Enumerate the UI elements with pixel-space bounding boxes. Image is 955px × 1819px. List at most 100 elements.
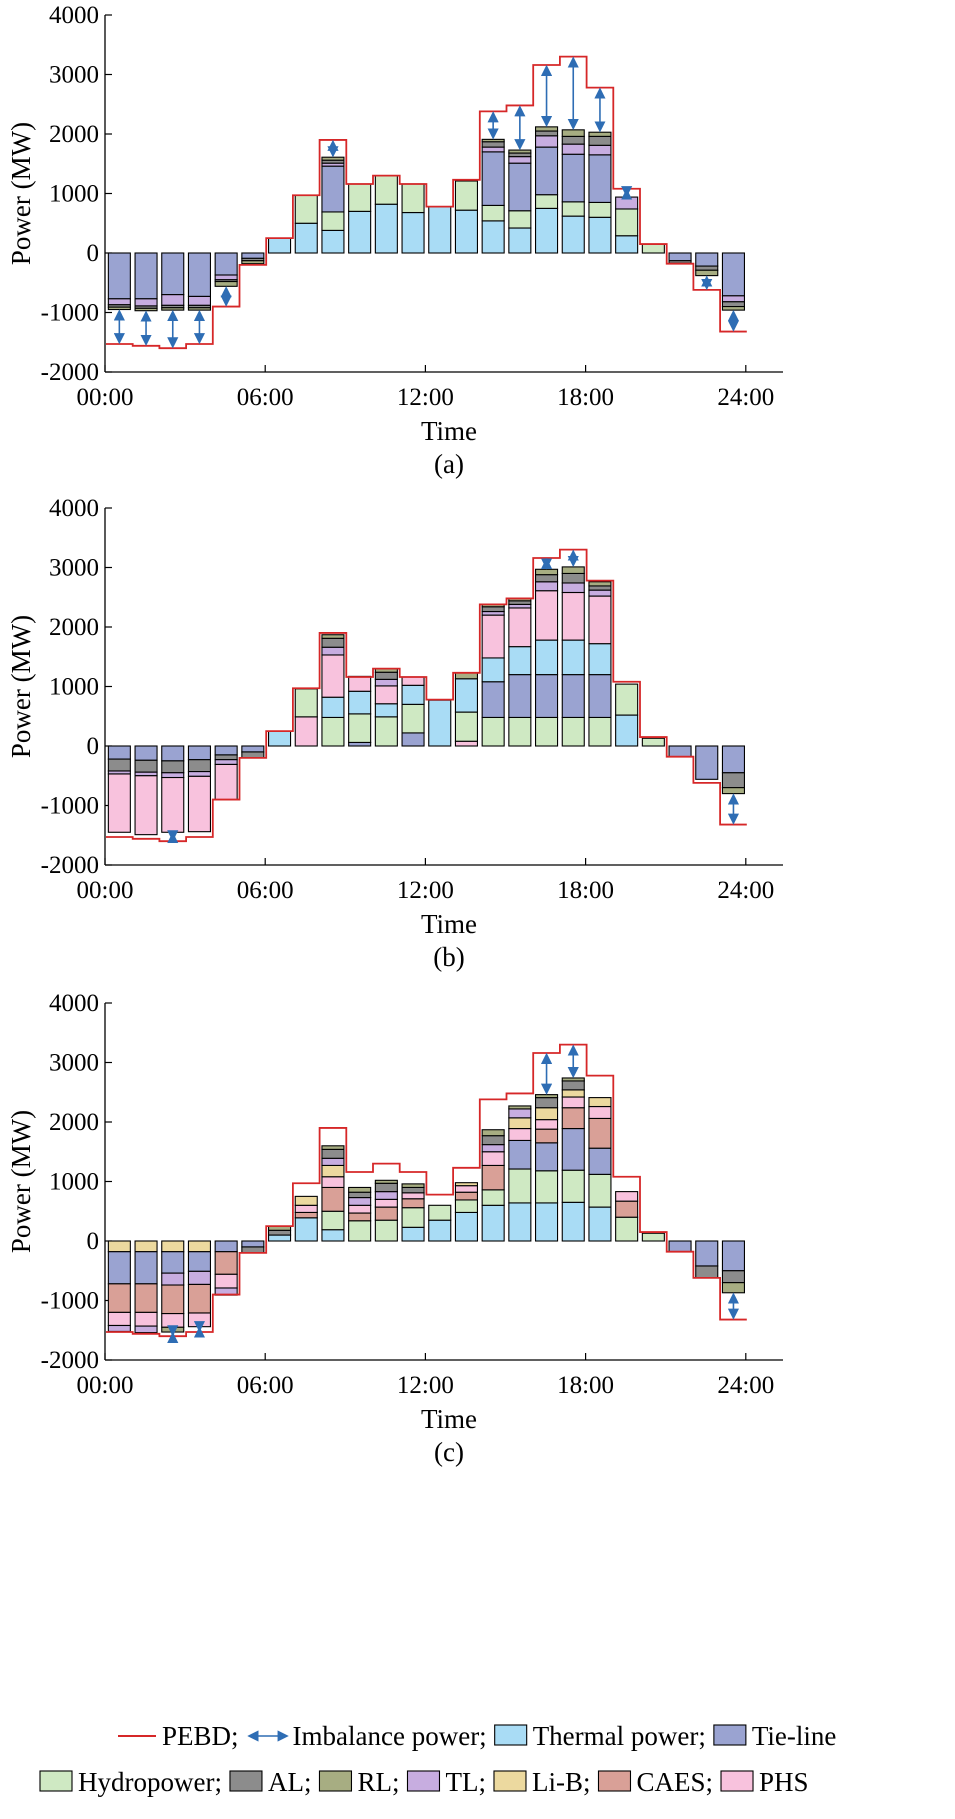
y-tick-label: 3000	[49, 555, 99, 582]
bar-segment-phs	[374, 685, 398, 705]
bar-segment-rl	[348, 1186, 372, 1193]
bar-segment-al	[721, 1270, 746, 1284]
bar-segment-phs	[615, 1191, 639, 1202]
bar-segment-caes	[401, 1198, 425, 1209]
bar-segment-tie-line	[134, 745, 158, 761]
x-axis-label: Time	[421, 909, 477, 939]
bar-segment-tie-line	[214, 745, 238, 756]
bar-segment-phs	[134, 775, 158, 836]
bar-segment-hydropower	[561, 201, 585, 217]
bar-segment-rl	[561, 566, 585, 575]
legend-label: Imbalance power;	[293, 1721, 487, 1751]
bar-segment-hydropower	[374, 716, 398, 747]
panel-label: (c)	[434, 1437, 464, 1467]
bar-segment-tl	[187, 771, 211, 777]
panel-label: (b)	[433, 942, 464, 972]
bar-segment-caes	[134, 1283, 158, 1313]
bar-segment-al	[348, 1191, 372, 1199]
bar-segment-rl	[534, 126, 559, 132]
bar-segment-hydropower	[588, 1173, 612, 1208]
bar-segment-thermal-power	[428, 699, 452, 747]
bar-segment-hydropower	[454, 1199, 479, 1213]
bar-segment-tl	[561, 143, 585, 155]
bar-segment-phs	[187, 775, 211, 833]
bar-segment-al	[534, 574, 559, 583]
bar-segment-al	[161, 760, 185, 774]
bar-segment-hydropower	[321, 1210, 345, 1231]
bar-segment-caes	[374, 1206, 398, 1221]
legend-label: Hydropower;	[78, 1767, 222, 1797]
bar-segment-rl	[561, 1077, 585, 1082]
bar-segment-rl	[214, 281, 238, 287]
y-tick-label: 0	[87, 240, 100, 267]
legend-label: RL;	[357, 1767, 399, 1797]
bar-segment-hydropower	[641, 243, 665, 254]
bar-segment-thermal-power	[321, 229, 345, 254]
y-tick-label: 2000	[49, 1109, 99, 1136]
legend-swatch-li-b	[493, 1770, 527, 1792]
pebd-line	[106, 1043, 747, 1338]
x-tick-label: 12:00	[397, 1372, 454, 1399]
x-axis-label: Time	[421, 1404, 477, 1434]
x-tick-label: 00:00	[77, 1372, 134, 1399]
bar-segment-rl	[508, 1105, 532, 1110]
bar-segment-thermal-power	[508, 646, 532, 676]
bar-segment-tie-line	[161, 745, 185, 762]
bar-segment-caes	[481, 1164, 505, 1191]
bar-segment-tie-line	[668, 252, 692, 262]
bar-segment-thermal-power	[561, 639, 585, 676]
bar-segment-thermal-power	[267, 237, 292, 254]
x-tick-label: 18:00	[557, 384, 614, 411]
bar-segment-caes	[561, 1107, 585, 1130]
x-tick-label: 00:00	[77, 877, 134, 904]
bar-segment-hydropower	[508, 1168, 532, 1204]
bar-segment-caes	[454, 1191, 479, 1201]
bar-segment-tie-line	[187, 745, 211, 761]
legend-swatch-al	[229, 1770, 263, 1792]
bar-segment-thermal-power	[401, 684, 425, 705]
y-tick-label: 4000	[49, 990, 99, 1017]
bar-segment-thermal-power	[588, 643, 612, 676]
bar-segment-hydropower	[294, 194, 318, 224]
legend-swatch-thermal-power	[494, 1724, 528, 1746]
y-axis-label: Power (MW)	[6, 615, 36, 758]
bar-segment-tl	[481, 146, 505, 153]
legend-label: PEBD;	[162, 1721, 239, 1751]
bar-segment-phs	[161, 776, 185, 833]
bar-segment-hydropower	[561, 1169, 585, 1203]
bar-segment-tl	[534, 135, 559, 148]
bar-segment-al	[481, 1135, 505, 1146]
bar-segment-caes	[187, 1283, 211, 1314]
bar-segment-tie-line	[134, 1251, 158, 1285]
bar-segment-hydropower	[348, 713, 372, 743]
y-tick-label: 2000	[49, 614, 99, 641]
bar-segment-phs	[588, 1105, 612, 1119]
bar-segment-li-b	[107, 1240, 131, 1253]
bar-segment-tl	[348, 1197, 372, 1206]
bar-segment-tl	[508, 156, 532, 164]
bar-segment-phs	[214, 763, 238, 801]
legend-label: AL;	[268, 1767, 312, 1797]
bar-segment-caes	[321, 1186, 345, 1212]
bar-segment-tie-line	[508, 162, 532, 212]
legend-swatch-rl	[318, 1770, 353, 1792]
bar-segment-rl	[134, 307, 158, 312]
bar-segment-tie-line	[187, 1251, 211, 1272]
bar-segment-hydropower	[481, 1189, 505, 1206]
bar-segment-tl	[615, 196, 639, 210]
bar-segment-tie-line	[214, 1240, 238, 1253]
y-axis-label: Power (MW)	[6, 122, 36, 265]
bar-segment-tl	[561, 582, 585, 594]
y-tick-label: 2000	[49, 121, 99, 148]
x-tick-label: 06:00	[237, 384, 294, 411]
bar-segment-caes	[348, 1212, 372, 1222]
bar-segment-phs	[588, 595, 612, 645]
bar-segment-phs	[134, 1311, 158, 1327]
bar-segment-thermal-power	[294, 222, 318, 254]
bar-segment-tie-line	[508, 1139, 532, 1170]
bar-segment-thermal-power	[428, 206, 452, 254]
bar-segment-phs	[161, 1313, 185, 1328]
bar-segment-tl	[134, 1325, 158, 1334]
y-tick-label: 0	[87, 733, 100, 760]
